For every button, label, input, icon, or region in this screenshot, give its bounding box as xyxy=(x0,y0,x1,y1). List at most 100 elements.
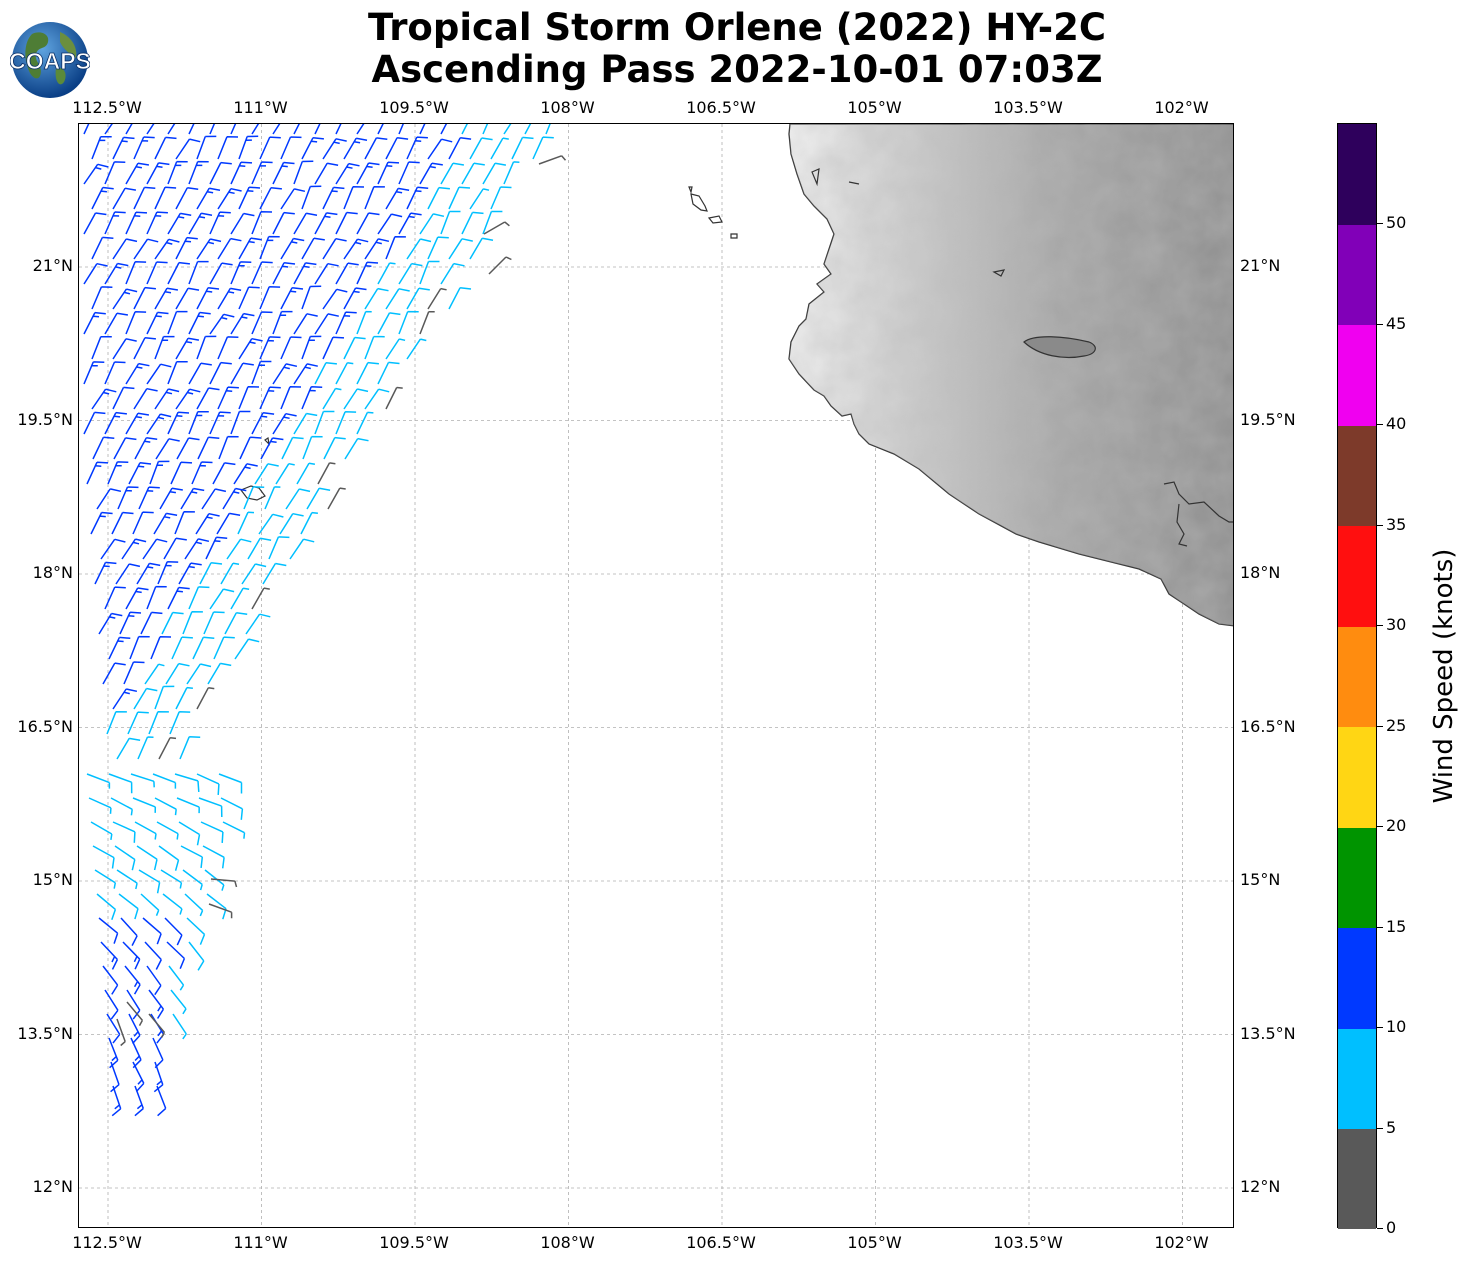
wind-barb xyxy=(132,1061,145,1093)
wind-barb xyxy=(301,285,322,310)
lon-label: 105°W xyxy=(847,98,902,117)
lon-label: 112.5°W xyxy=(72,98,142,117)
wind-barb xyxy=(469,188,490,210)
wind-barb xyxy=(154,186,177,210)
lon-label: 103.5°W xyxy=(993,98,1063,117)
colorbar-tick-mark xyxy=(1377,223,1383,225)
wind-barb xyxy=(264,486,281,510)
wind-barb xyxy=(427,287,447,310)
lon-label: 106.5°W xyxy=(686,1233,756,1252)
wind-barb xyxy=(127,711,149,735)
wind-barb xyxy=(217,287,242,310)
wind-barb xyxy=(125,362,150,385)
wind-barb xyxy=(377,312,401,335)
wind-barb xyxy=(91,186,114,210)
wind-barb xyxy=(356,261,379,285)
wind-barb xyxy=(212,462,236,485)
wind-barb xyxy=(174,510,195,535)
wind-barb xyxy=(178,562,202,585)
lon-label: 105°W xyxy=(847,1233,902,1252)
wind-barb xyxy=(188,362,212,385)
wind-barb xyxy=(419,124,426,135)
wind-barb xyxy=(490,186,512,210)
wind-barb xyxy=(110,1061,120,1093)
wind-barb xyxy=(154,287,179,310)
colorbar xyxy=(1337,123,1377,1230)
wind-barb xyxy=(188,311,211,335)
wind-barb xyxy=(259,186,282,210)
wind-barb xyxy=(132,797,157,813)
colorbar-tick-mark xyxy=(1377,826,1383,828)
wind-barb xyxy=(364,388,390,410)
wind-barb xyxy=(343,137,368,160)
wind-barb xyxy=(209,124,216,135)
wind-barb xyxy=(200,821,224,843)
wind-barb xyxy=(427,236,449,260)
logo-text: COAPS xyxy=(10,48,90,74)
title-line-1: Tropical Storm Orlene (2022) HY-2C xyxy=(368,6,1106,49)
graticule xyxy=(79,124,1233,1227)
wind-barb xyxy=(322,336,345,360)
wind-barb xyxy=(90,821,113,841)
wind-barb xyxy=(230,312,255,335)
wind-barb xyxy=(148,1013,166,1038)
wind-barb xyxy=(175,187,199,210)
title-line-2: Ascending Pass 2022-10-01 07:03Z xyxy=(371,48,1103,91)
wind-barb xyxy=(152,773,177,789)
wind-barb xyxy=(209,411,231,435)
wind-barb xyxy=(293,363,318,385)
wind-barb xyxy=(146,211,168,235)
wind-barb xyxy=(251,360,272,385)
wind-barb xyxy=(146,124,155,135)
wind-barb xyxy=(377,124,384,135)
wind-barb xyxy=(146,585,167,610)
wind-barb xyxy=(217,237,242,260)
wind-barb xyxy=(532,136,554,160)
wind-barb xyxy=(188,941,205,971)
wind-barb xyxy=(322,387,342,410)
wind-barb xyxy=(230,410,251,435)
wind-barb xyxy=(306,487,331,510)
wind-barb xyxy=(314,212,338,235)
map-panel xyxy=(78,123,1234,1228)
wind-barb xyxy=(427,186,450,210)
wind-barb xyxy=(230,212,255,235)
wind-barb xyxy=(94,561,117,585)
wind-barb xyxy=(199,561,223,585)
wind-barb xyxy=(91,135,112,160)
wind-barb xyxy=(356,411,374,435)
wind-barb xyxy=(186,917,206,945)
map-canvas xyxy=(79,124,1233,1227)
wind-barb xyxy=(126,1001,144,1026)
wind-barb xyxy=(92,845,115,869)
wind-barb xyxy=(142,917,162,945)
wind-barb xyxy=(364,238,390,260)
wind-barb xyxy=(217,386,239,410)
wind-barb xyxy=(180,845,204,868)
wind-barb xyxy=(293,212,318,235)
wind-barb xyxy=(251,161,273,185)
wind-barb xyxy=(406,136,428,160)
lon-label: 109.5°W xyxy=(379,1233,449,1252)
wind-barb xyxy=(104,161,126,185)
wind-barb xyxy=(161,611,184,635)
wind-barb xyxy=(385,386,403,410)
wind-barb xyxy=(482,210,503,235)
wind-barb xyxy=(237,511,255,535)
wind-barb xyxy=(245,613,271,635)
wind-barb xyxy=(146,261,168,285)
wind-barb xyxy=(469,237,494,260)
colorbar-tick-mark xyxy=(1377,1027,1383,1029)
colorbar-tick-mark xyxy=(1377,926,1383,928)
wind-barb xyxy=(398,262,423,285)
wind-barb xyxy=(88,797,112,814)
wind-barb xyxy=(280,136,302,160)
wind-barb xyxy=(300,511,318,535)
wind-barb xyxy=(398,212,422,235)
wind-barb xyxy=(343,388,369,410)
wind-barb xyxy=(175,138,201,160)
colorbar-segment xyxy=(1338,324,1376,426)
wind-barb xyxy=(170,461,193,485)
wind-barb xyxy=(196,187,221,210)
wind-barb xyxy=(238,337,263,360)
